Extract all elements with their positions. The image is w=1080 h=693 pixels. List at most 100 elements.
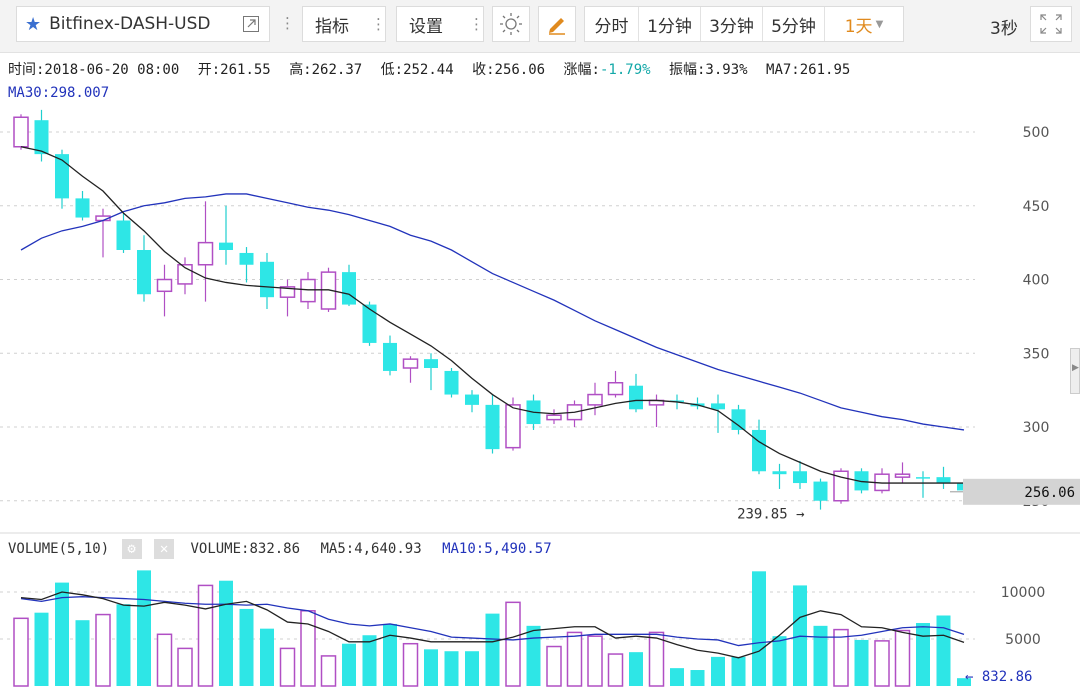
volume-settings-icon[interactable]: ⚙ [121, 539, 142, 559]
volume-bar-up [320, 655, 337, 687]
ma30-info: MA30:298.007 [8, 85, 110, 101]
info-low: 低:252.44 [380, 62, 454, 78]
volume-bar-down [116, 604, 131, 686]
volume-bar-up [648, 631, 665, 687]
refresh-interval[interactable]: 3秒 [990, 19, 1018, 39]
symbol-more-icon[interactable]: ⋮ [280, 14, 295, 32]
volume-bar-down [752, 571, 766, 686]
theme-button[interactable] [492, 6, 530, 42]
volume-bar-up [505, 601, 521, 687]
fullscreen-icon [1040, 14, 1062, 34]
period-1min[interactable]: 1分钟 [639, 7, 701, 41]
candle-body-down [34, 120, 49, 155]
star-icon[interactable]: ★ [25, 13, 42, 35]
volume-bar-down [219, 580, 233, 686]
volume-bar-down [239, 608, 254, 686]
volume-ma10-line [20, 596, 965, 647]
info-open: 开:261.55 [197, 62, 271, 78]
last-price-value: 256.06 [1024, 485, 1075, 501]
price-tick-label: 300 [1023, 420, 1050, 436]
volume-bar-up [402, 642, 419, 687]
sun-icon [500, 13, 522, 35]
candle-body-up [13, 116, 29, 148]
candle-body-up [279, 286, 296, 298]
candle-body-up [587, 393, 603, 406]
chevron-down-icon: ▼ [875, 18, 884, 30]
volume-bar-down [690, 670, 705, 686]
candle-body-down [854, 471, 869, 491]
price-tick-label: 400 [1023, 273, 1050, 289]
candle-body-up [894, 473, 911, 478]
candle-body-up [546, 414, 562, 421]
volume-tick-label: 10000 [1001, 585, 1046, 601]
candle-body-down [260, 261, 274, 298]
volume-bar-up [546, 645, 562, 687]
volume-bar-down [936, 615, 951, 686]
symbol-box[interactable]: ★ Bitfinex-DASH-USD [16, 6, 270, 42]
settings-button[interactable]: 设置 ⋮ [396, 6, 484, 42]
candle-body-up [320, 271, 337, 310]
candle-body-down [485, 404, 500, 450]
popout-icon[interactable] [243, 16, 259, 32]
volume-ma10: MA10:5,490.57 [442, 541, 552, 557]
candle-body-down [670, 400, 684, 402]
ma7-line [20, 146, 964, 484]
volume-bar-up [566, 631, 583, 687]
candle-body-down [342, 272, 356, 305]
candle-body-down [731, 409, 746, 430]
period-3min[interactable]: 3分钟 [701, 7, 763, 41]
indicators-label: 指标 [315, 16, 349, 37]
min-price-marker: 239.85 → [737, 507, 804, 523]
volume-bar-down [957, 678, 971, 686]
candle-body-down [116, 220, 131, 250]
candle-body-down [239, 252, 254, 265]
candle-body-up [402, 358, 419, 369]
volume-bar-down [526, 625, 541, 686]
volume-bar-down [772, 636, 787, 686]
period-1day-label: 1天 [844, 16, 873, 37]
volume-bar-down [813, 625, 828, 686]
candle-body-down [936, 477, 951, 484]
period-5min[interactable]: 5分钟 [763, 7, 825, 41]
candle-body-up [156, 278, 173, 293]
settings-more-icon[interactable]: ⋮ [469, 15, 484, 33]
info-close: 收:256.06 [472, 62, 546, 78]
candle-body-down [711, 403, 725, 410]
fullscreen-button[interactable] [1030, 6, 1072, 42]
info-change-label: 涨幅: [563, 62, 600, 78]
volume-info: VOLUME(5,10) ⚙ ✕ VOLUME:832.86 MA5:4,640… [8, 539, 552, 559]
period-1day[interactable]: 1天 ▼ [825, 7, 903, 41]
side-collapse-handle[interactable]: ▶ [1070, 348, 1080, 394]
period-tick[interactable]: 分时 [585, 7, 639, 41]
volume-bar-down [629, 652, 643, 686]
volume-bar-up [300, 610, 316, 687]
volume-close-icon[interactable]: ✕ [154, 539, 175, 559]
candle-body-down [772, 471, 787, 475]
popout-arrow-icon [247, 19, 256, 28]
volume-bar-up [177, 647, 193, 687]
volume-bar-down [137, 570, 151, 686]
candle-body-up [300, 278, 316, 303]
volume-bar-up [279, 647, 296, 687]
volume-tick-label: 5000 [1005, 632, 1041, 648]
volume-bar-down [55, 582, 69, 686]
volume-bar-up [833, 628, 849, 687]
volume-value: VOLUME:832.86 [190, 541, 301, 557]
period-group: 分时 1分钟 3分钟 5分钟 1天 ▼ [584, 6, 904, 42]
candle-body-down [752, 429, 766, 472]
volume-bar-up [13, 617, 29, 687]
volume-bar-down [260, 628, 274, 686]
info-ma7: MA7:261.95 [766, 62, 851, 78]
last-volume-value: ← 832.86 [965, 669, 1032, 685]
candle-body-up [505, 404, 521, 449]
draw-button[interactable] [538, 6, 576, 42]
volume-bar-up [197, 584, 214, 687]
volume-bar-down [854, 639, 869, 686]
volume-bar-down [362, 635, 377, 686]
indicators-more-icon[interactable]: ⋮ [371, 15, 386, 33]
volume-bar-down [731, 656, 746, 686]
last-price-tag [963, 478, 1080, 505]
candle-body-down [424, 359, 438, 368]
indicators-button[interactable]: 指标 ⋮ [302, 6, 386, 42]
